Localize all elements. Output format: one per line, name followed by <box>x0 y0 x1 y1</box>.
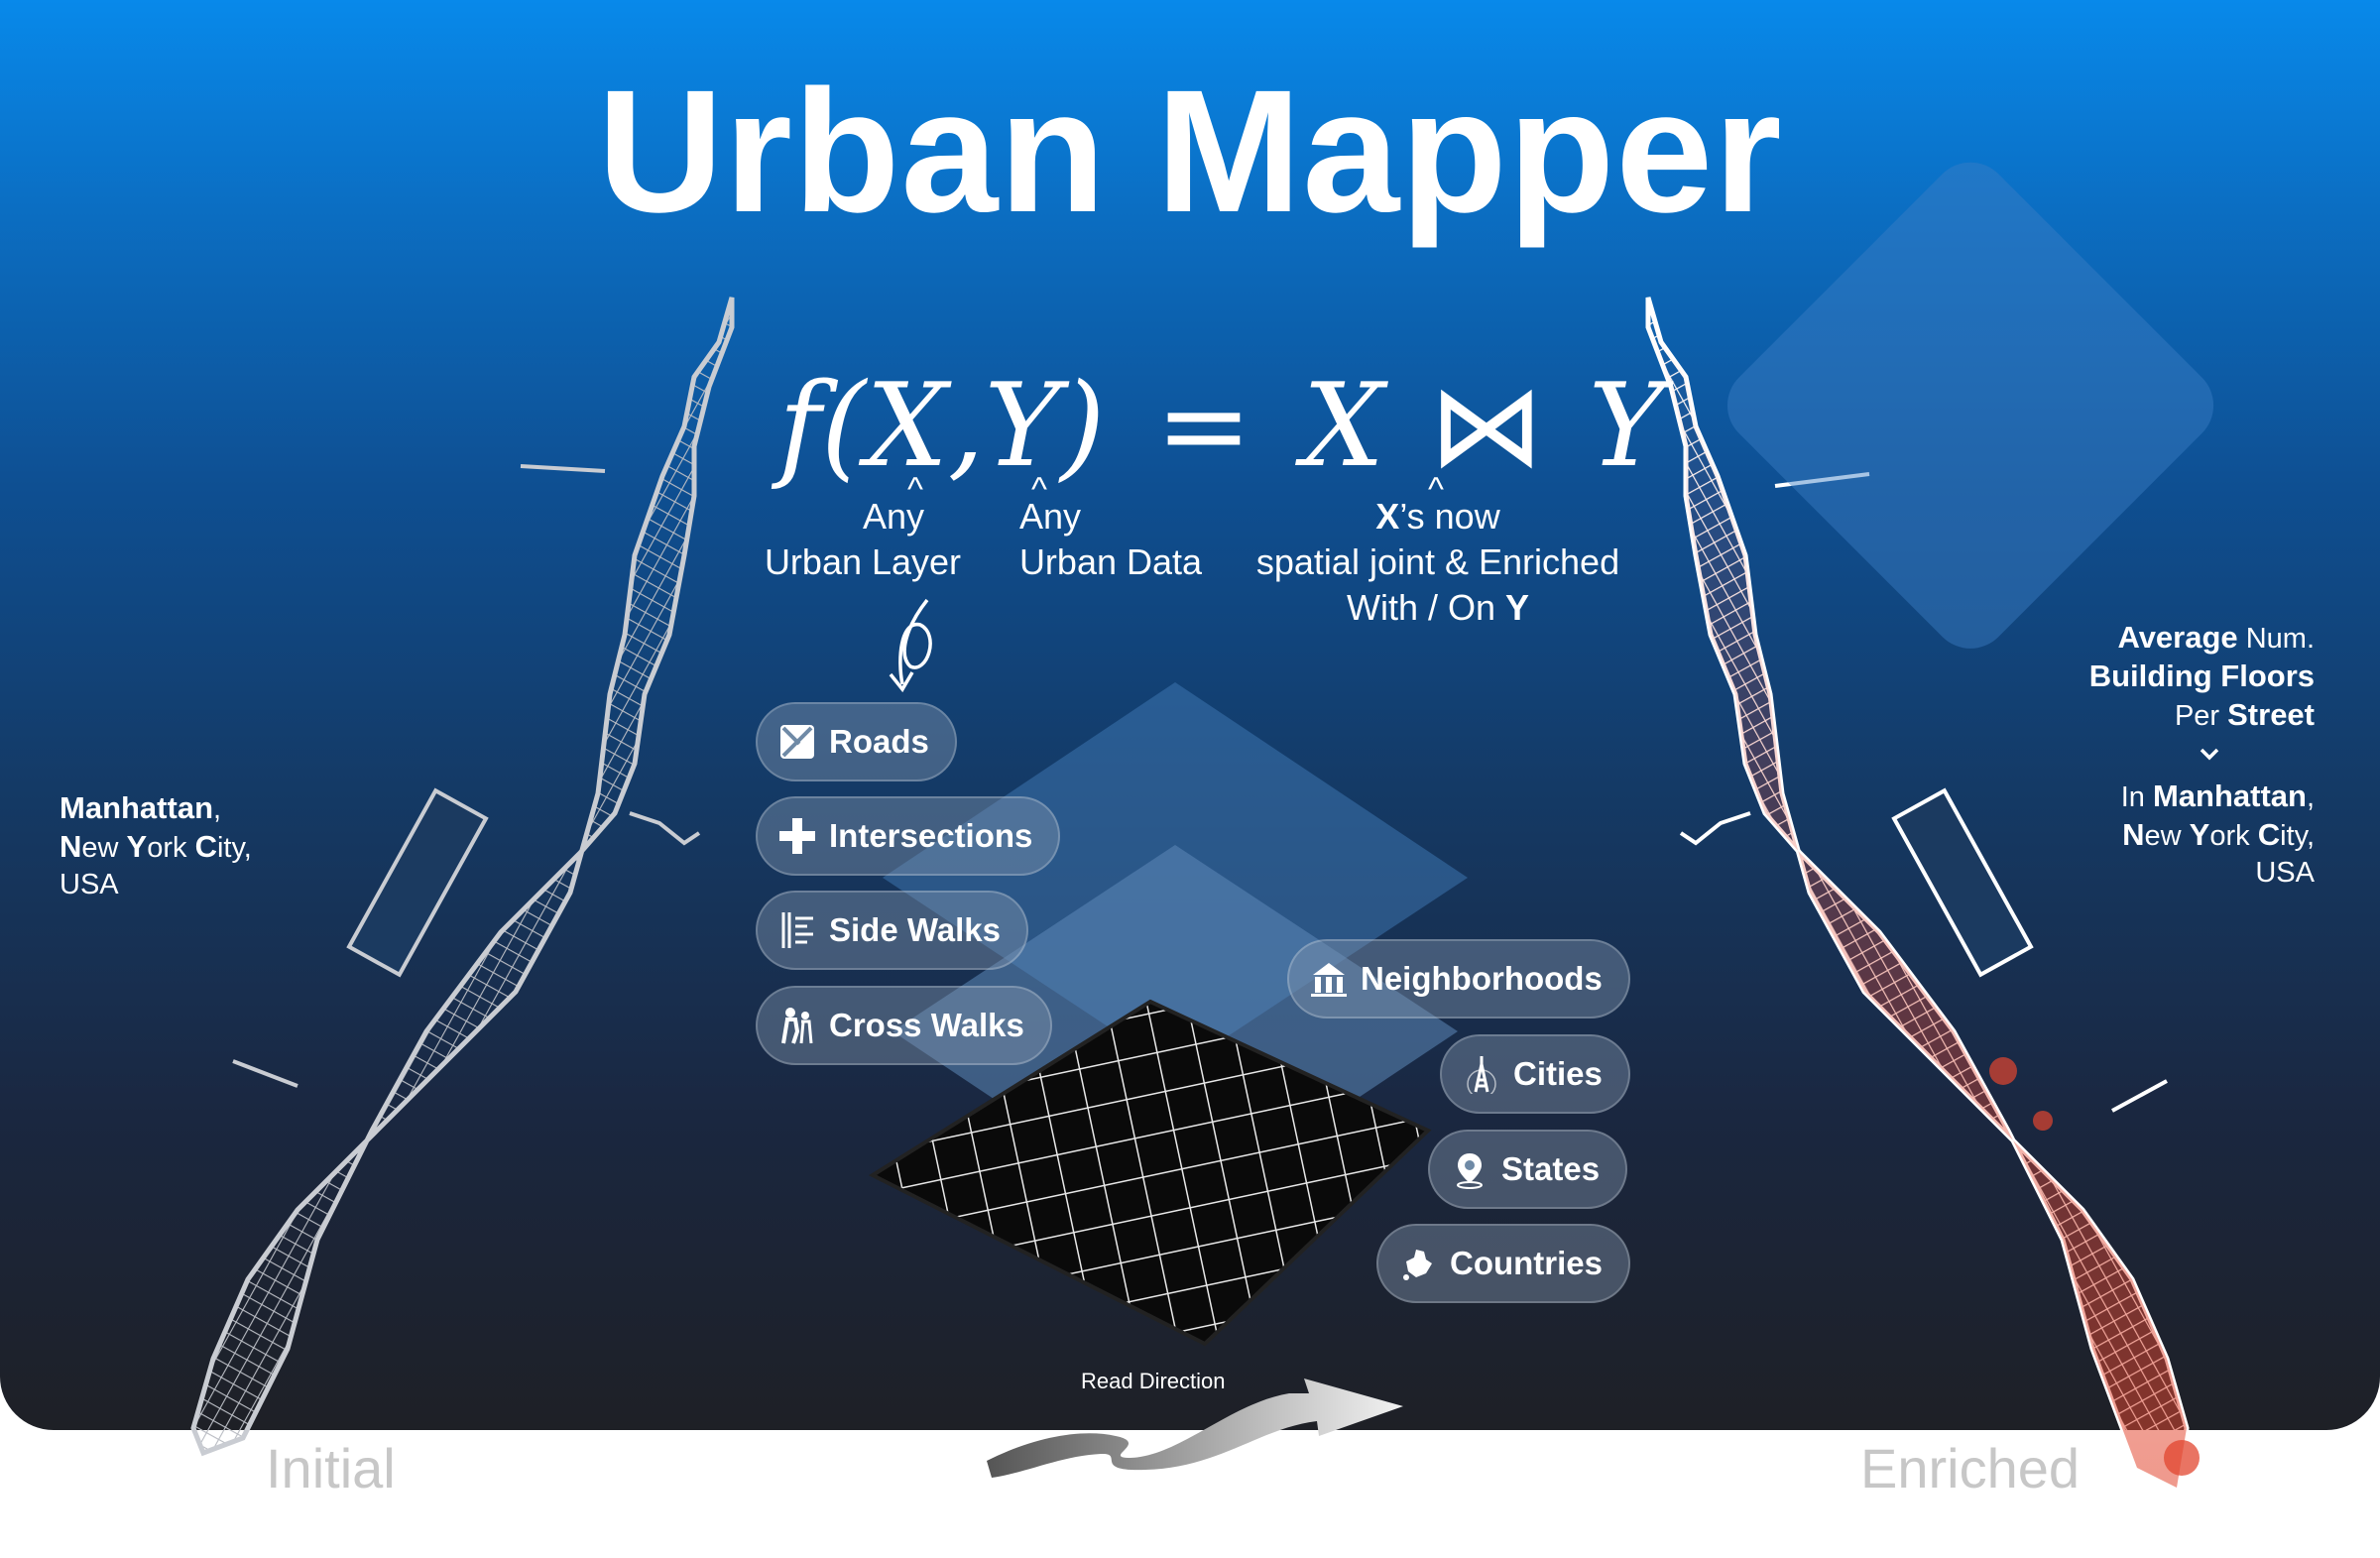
left-city-suffix: , <box>213 793 222 825</box>
read-direction-arrow <box>987 1378 1403 1478</box>
formula-lhs: f(X,Y) <box>778 359 1106 493</box>
left-n: N <box>60 829 82 864</box>
right-street: Street <box>2227 697 2315 732</box>
right-average: Average <box>2117 620 2238 655</box>
left-ew: ew <box>81 832 127 864</box>
curly-arrow <box>898 598 932 685</box>
formula: f(X,Y) = X ⋈ Y <box>778 359 1664 498</box>
left-city: Manhattan <box>60 790 213 825</box>
enriched-label: Enriched <box>1860 1437 2081 1499</box>
region-label: Countries <box>1450 1245 1604 1281</box>
y-label: Any Urban Data <box>1012 494 1210 585</box>
right-in: In <box>2120 781 2153 813</box>
right-y: Y <box>2189 817 2210 852</box>
formula-join-symbol: ⋈ <box>1428 359 1544 493</box>
result-line2: spatial joint & Enriched <box>1255 541 1620 582</box>
region-label: States <box>1501 1150 1601 1187</box>
road-map-icon <box>780 725 814 759</box>
x-label-line2: Urban Layer <box>764 541 962 582</box>
right-num: Num. <box>2237 623 2315 655</box>
result-y: Y <box>1505 587 1530 628</box>
formula-rhs-y: Y <box>1588 359 1665 493</box>
x-label-line1: Any <box>863 496 925 537</box>
urban-layer-label: Cross Walks <box>829 1007 1024 1043</box>
urban-layer-cross-walks: Cross Walks <box>756 986 1052 1065</box>
initial-manhattan-map <box>190 297 735 1457</box>
cross-icon <box>779 818 815 854</box>
y-label-line2: Urban Data <box>1018 541 1203 582</box>
chevron-down-icon <box>2089 735 2315 772</box>
urban-layer-label: Roads <box>829 723 929 760</box>
right-per: Per <box>2174 700 2228 732</box>
region-countries: Countries <box>1376 1224 1631 1303</box>
urban-layer-label: Intersections <box>829 817 1033 854</box>
sidewalk-icon <box>781 912 813 948</box>
region-label: Cities <box>1513 1055 1603 1092</box>
hat-mark: ^ <box>1031 471 1047 509</box>
left-c: C <box>194 829 217 864</box>
urban-layer-roads: Roads <box>756 702 957 781</box>
right-building-floors: Building Floors <box>2088 659 2315 693</box>
page-title: Urban Mapper <box>597 55 1783 249</box>
right-city: Manhattan <box>2152 779 2307 813</box>
urban-layer-intersections: Intersections <box>756 796 1061 876</box>
right-c: C <box>2257 817 2281 852</box>
right-ew: ew <box>2144 820 2190 852</box>
hat-mark: ^ <box>1428 471 1444 509</box>
location-pin-icon <box>1457 1153 1483 1189</box>
result-line1: ’s now <box>1399 496 1500 537</box>
left-caption: Manhattan, New York City, USA <box>60 789 252 903</box>
tower-icon <box>1467 1056 1496 1094</box>
result-x: X <box>1375 496 1400 537</box>
result-label: X’s now spatial joint & Enriched With / … <box>1250 494 1626 631</box>
read-direction-label: Read Direction <box>1081 1369 1226 1393</box>
enriched-manhattan-map <box>1645 297 2200 1492</box>
region-neighborhoods: Neighborhoods <box>1287 939 1630 1019</box>
urban-layer-side-walks: Side Walks <box>756 891 1029 970</box>
x-label: Any Urban Layer <box>764 494 962 585</box>
buildings-icon <box>1311 963 1347 997</box>
region-label: Neighborhoods <box>1361 960 1603 997</box>
left-ork: ork <box>147 832 195 864</box>
urban-layer-label: Side Walks <box>829 911 1002 948</box>
left-country: USA <box>60 869 119 900</box>
right-city-suffix: , <box>2306 781 2315 813</box>
formula-rhs-x: X <box>1302 359 1385 493</box>
right-ork: ork <box>2209 820 2258 852</box>
region-cities: Cities <box>1440 1034 1630 1114</box>
right-n: N <box>2122 817 2145 852</box>
country-shape-icon <box>1403 1250 1432 1280</box>
pedestrian-icon <box>781 1008 813 1044</box>
formula-equals: = <box>1155 359 1252 493</box>
right-caption: Average Num. Building Floors Per Street … <box>2089 619 2315 892</box>
left-y: Y <box>126 829 148 864</box>
left-ity: ity, <box>216 832 252 864</box>
hat-mark: ^ <box>907 471 923 509</box>
initial-label: Initial <box>266 1437 396 1499</box>
right-country: USA <box>2255 857 2315 889</box>
right-ity: ity, <box>2280 820 2315 852</box>
result-line3: With / On <box>1346 587 1505 628</box>
region-states: States <box>1428 1130 1628 1209</box>
y-label-line1: Any <box>1019 496 1082 537</box>
